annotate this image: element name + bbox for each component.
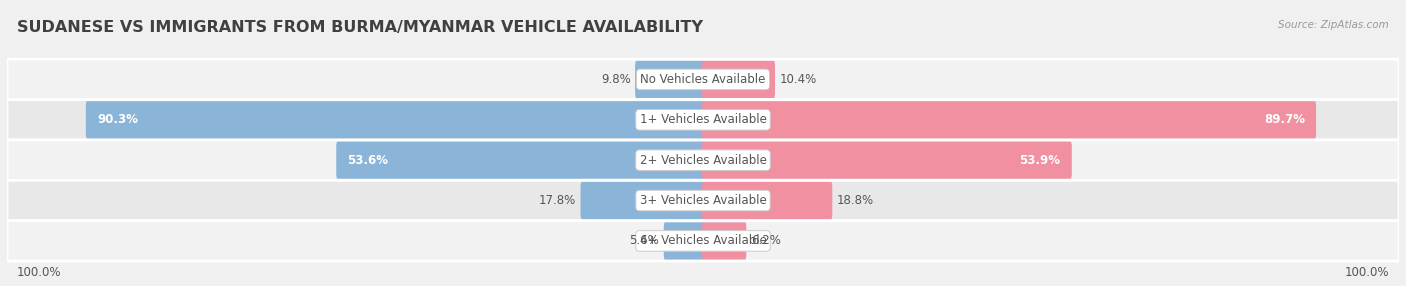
FancyBboxPatch shape [664, 222, 704, 259]
Text: 4+ Vehicles Available: 4+ Vehicles Available [640, 235, 766, 247]
FancyBboxPatch shape [702, 101, 1316, 138]
FancyBboxPatch shape [7, 140, 1399, 180]
FancyBboxPatch shape [702, 222, 747, 259]
Text: 100.0%: 100.0% [1344, 266, 1389, 279]
Text: 3+ Vehicles Available: 3+ Vehicles Available [640, 194, 766, 207]
FancyBboxPatch shape [7, 180, 1399, 221]
Text: 5.6%: 5.6% [630, 235, 659, 247]
Text: SUDANESE VS IMMIGRANTS FROM BURMA/MYANMAR VEHICLE AVAILABILITY: SUDANESE VS IMMIGRANTS FROM BURMA/MYANMA… [17, 20, 703, 35]
Text: 17.8%: 17.8% [538, 194, 576, 207]
FancyBboxPatch shape [702, 61, 775, 98]
Text: 53.6%: 53.6% [347, 154, 388, 167]
Text: 90.3%: 90.3% [97, 113, 138, 126]
Text: 10.4%: 10.4% [779, 73, 817, 86]
FancyBboxPatch shape [86, 101, 704, 138]
Text: Source: ZipAtlas.com: Source: ZipAtlas.com [1278, 20, 1389, 30]
Text: 2+ Vehicles Available: 2+ Vehicles Available [640, 154, 766, 167]
Text: No Vehicles Available: No Vehicles Available [640, 73, 766, 86]
FancyBboxPatch shape [702, 142, 1071, 179]
Text: 100.0%: 100.0% [17, 266, 62, 279]
FancyBboxPatch shape [581, 182, 704, 219]
FancyBboxPatch shape [7, 221, 1399, 261]
FancyBboxPatch shape [336, 142, 704, 179]
Text: 89.7%: 89.7% [1264, 113, 1305, 126]
FancyBboxPatch shape [636, 61, 704, 98]
Text: 9.8%: 9.8% [600, 73, 631, 86]
Text: 18.8%: 18.8% [837, 194, 875, 207]
FancyBboxPatch shape [7, 100, 1399, 140]
FancyBboxPatch shape [7, 59, 1399, 100]
Text: 1+ Vehicles Available: 1+ Vehicles Available [640, 113, 766, 126]
Text: 6.2%: 6.2% [751, 235, 780, 247]
FancyBboxPatch shape [702, 182, 832, 219]
Text: 53.9%: 53.9% [1019, 154, 1060, 167]
